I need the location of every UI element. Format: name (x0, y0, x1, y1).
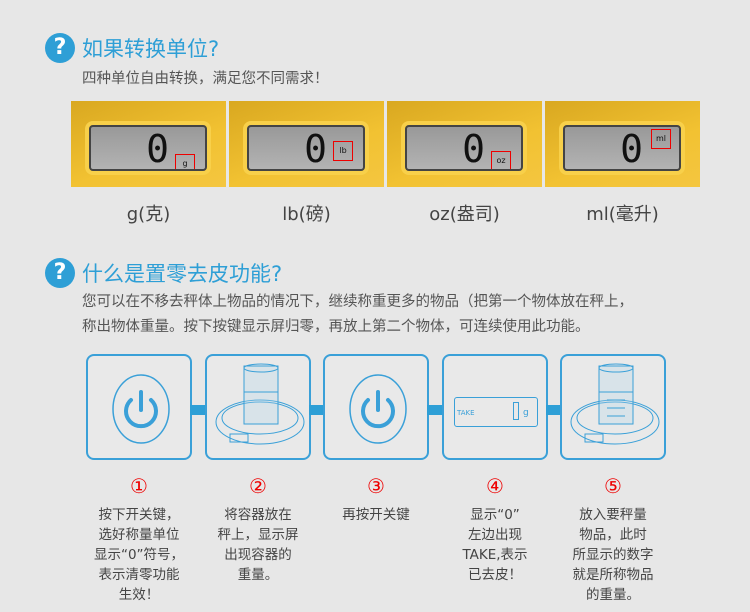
step-description: 显示“0” 左边出现 TAKE,表示 已去皮！ (462, 507, 528, 583)
step-number: ⑤ (604, 474, 622, 498)
lcd-screen: 0 lb (247, 125, 365, 171)
description: 您可以在不移去秤体上物品的情况下，继续称重更多的物品（把第一个物体放在秤上， 称… (82, 290, 633, 340)
unit-label: g(克) (126, 204, 171, 225)
power-icon (88, 356, 190, 466)
section-subtitle: 四种单位自由转换，满足您不同需求！ (82, 71, 329, 87)
lcd-digit: 0 (620, 129, 643, 169)
scale-with-item-icon (562, 356, 664, 466)
description-line: 称出物体重量。按下按键显示屏归零，再放上第二个物体，可连续使用此功能。 (82, 319, 590, 335)
unit-panel-g: 0 g (71, 101, 226, 187)
lcd-unit: g (523, 408, 529, 418)
step-description: 再按开关键 (342, 507, 410, 523)
unit-panel-ml: 0 ml (545, 101, 700, 187)
unit-highlight: lb (333, 141, 353, 161)
question-icon: ? (45, 33, 75, 63)
step-2-box (205, 354, 311, 460)
lcd-digit: 0 (146, 129, 169, 169)
section-title: 如果转换单位? (82, 37, 220, 61)
step-number: ① (130, 474, 148, 498)
step-description: 按下开关键， 选好称量单位 显示“0”符号， 表示清零功能 生效！ (93, 507, 185, 603)
unit-highlight: ml (651, 129, 671, 149)
unit-label: ml(毫升) (586, 204, 659, 225)
lcd-display-icon: TAKE g (454, 397, 538, 427)
step-4-box: TAKE g (442, 354, 548, 460)
unit-highlight: g (175, 154, 195, 169)
step-description: 放入要秤量 物品，此时 所显示的数字 就是所称物品 的重量。 (572, 507, 654, 603)
step-number: ② (249, 474, 267, 498)
unit-highlight: oz (491, 151, 511, 169)
step-3-box (323, 354, 429, 460)
step-number: ④ (486, 474, 504, 498)
step-1-box (86, 354, 192, 460)
lcd-screen: 0 g (89, 125, 207, 171)
scale-with-container-icon (207, 356, 309, 466)
unit-panel-oz: 0 oz (387, 101, 542, 187)
lcd-take-text: TAKE (457, 409, 475, 417)
lcd-screen: 0 oz (405, 125, 523, 171)
unit-label: oz(盎司) (429, 204, 500, 225)
lcd-digit: 0 (462, 129, 485, 169)
unit-panel-lb: 0 lb (229, 101, 384, 187)
power-icon (325, 356, 427, 466)
unit-label: lb(磅) (282, 204, 331, 225)
lcd-screen: 0 ml (563, 125, 681, 171)
lcd-digit: 0 (304, 129, 327, 169)
step-5-box (560, 354, 666, 460)
step-number: ③ (367, 474, 385, 498)
step-description: 将容器放在 秤上，显示屏 出现容器的 重量。 (217, 507, 299, 583)
description-line: 您可以在不移去秤体上物品的情况下，继续称重更多的物品（把第一个物体放在秤上， (82, 294, 633, 310)
question-icon: ? (45, 258, 75, 288)
section-title: 什么是置零去皮功能? (82, 262, 283, 286)
